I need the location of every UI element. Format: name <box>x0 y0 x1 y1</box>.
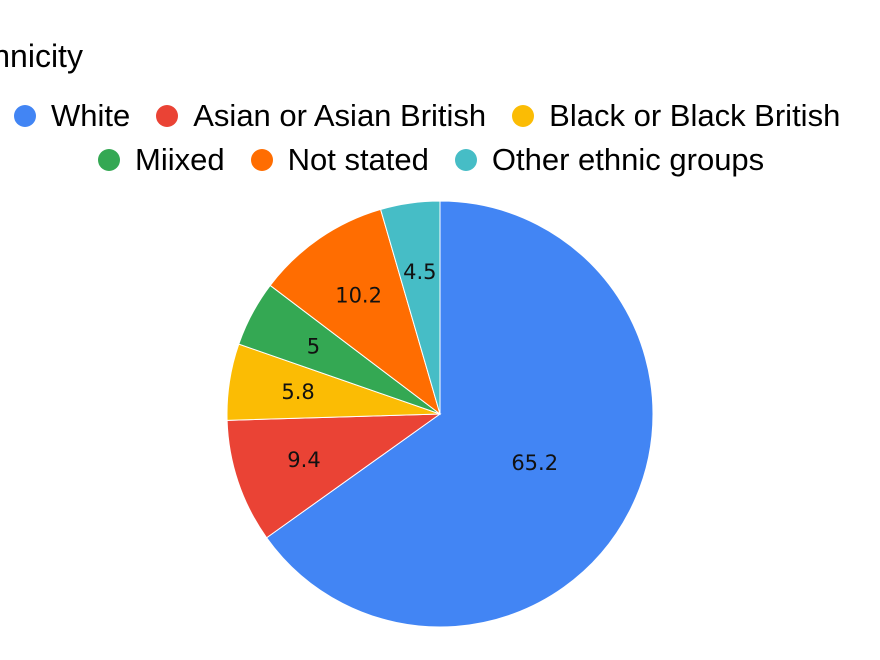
legend-item-other: Other ethnic groups <box>454 140 765 180</box>
legend-item-white: White <box>14 96 130 136</box>
slice-label-asian: 9.4 <box>287 448 320 472</box>
legend-swatch-mixed <box>98 149 120 171</box>
legend-item-mixed: Miixed <box>98 140 225 180</box>
legend-label-asian: Asian or Asian British <box>193 98 487 133</box>
legend-swatch-not-stated <box>250 149 273 171</box>
legend-item-black: Black or Black British <box>512 96 840 136</box>
legend-label-mixed: Miixed <box>135 142 225 177</box>
pie-slice-other <box>380 200 441 415</box>
legend-swatch-black <box>512 105 535 127</box>
slice-label-black: 5.8 <box>281 380 314 404</box>
pie-slice-white <box>265 200 654 628</box>
legend-label-other: Other ethnic groups <box>491 142 765 177</box>
legend-swatch-white <box>14 105 36 127</box>
legend-label-black: Black or Black British <box>549 98 841 133</box>
legend-item-not-stated: Not stated <box>250 140 429 180</box>
legend-row-2: Miixed Not stated Other ethnic groups <box>98 140 790 180</box>
legend-swatch-other <box>454 149 477 171</box>
slice-label-not-stated: 10.2 <box>335 284 382 308</box>
slice-label-other: 4.5 <box>403 260 436 284</box>
slice-label-mixed: 5 <box>307 334 320 358</box>
legend-row-1: White Asian or Asian British Black or Bl… <box>14 96 866 136</box>
pie-slice-asian <box>226 413 442 539</box>
legend-label-not-stated: Not stated <box>287 142 429 177</box>
pie-slice-not-stated <box>269 208 441 416</box>
chart-title: Ethnicity <box>0 38 83 74</box>
legend-label-white: White <box>51 98 131 133</box>
legend-swatch-asian <box>156 105 179 127</box>
slice-label-white: 65.2 <box>511 451 558 475</box>
legend-item-asian: Asian or Asian British <box>156 96 486 136</box>
